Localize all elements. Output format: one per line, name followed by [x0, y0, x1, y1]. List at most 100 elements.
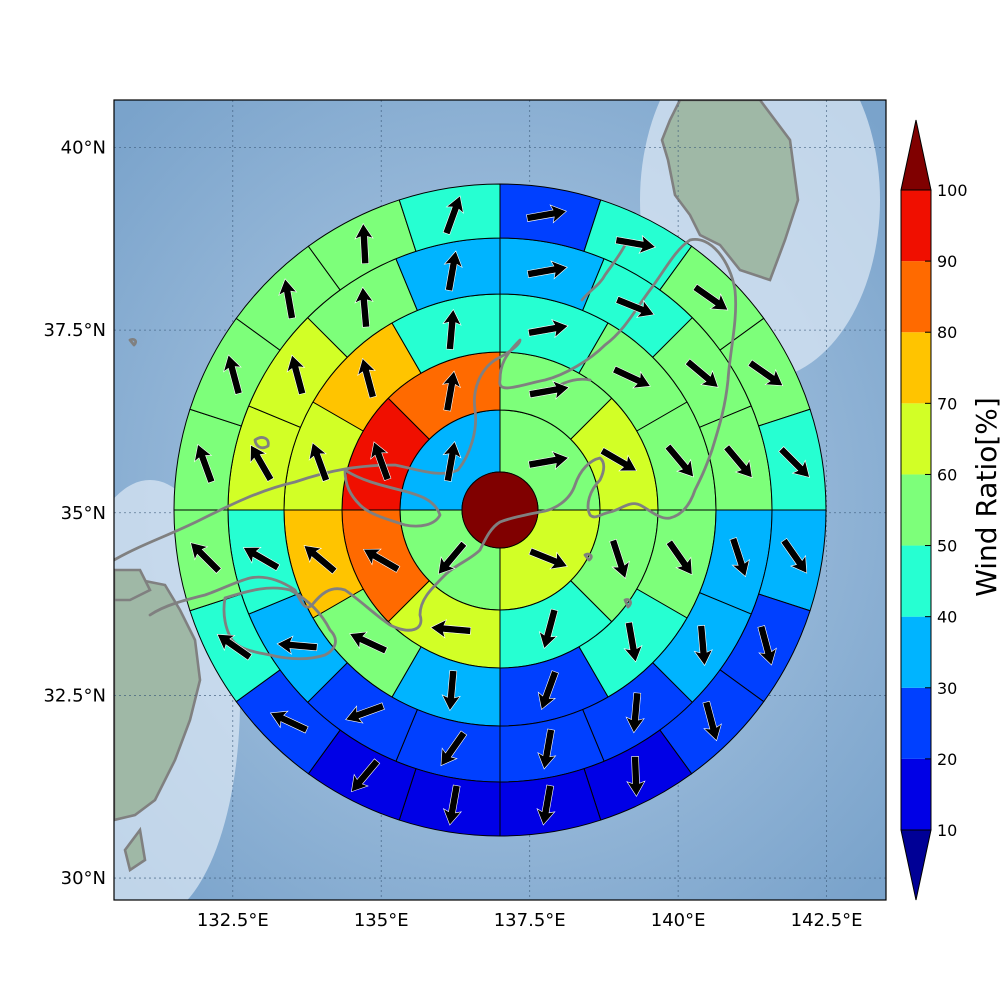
wind-arrow — [351, 758, 381, 793]
wind-arrow — [345, 702, 385, 724]
colorbar-over-extension — [900, 119, 932, 191]
landmass-shikoku-edge — [114, 568, 152, 602]
colorbar-under-extension — [900, 829, 932, 901]
colorbar-segment — [901, 758, 931, 830]
x-axis-ticks: 132.5°E 135°E 137.5°E 140°E 142.5°E — [197, 910, 863, 931]
wind-arrow — [538, 608, 559, 650]
wind-arrow — [357, 357, 377, 399]
wind-arrow — [437, 540, 468, 575]
center-cell — [461, 471, 539, 549]
wind-arrow — [528, 547, 568, 570]
sector-rings — [173, 183, 827, 837]
wind-arrow — [536, 784, 556, 826]
wind-arrow — [250, 444, 275, 482]
x-tick-label: 137.5°E — [494, 910, 566, 931]
y-tick-label: 32.5°N — [43, 685, 106, 706]
wind-arrow — [778, 446, 810, 478]
wind-arrow — [242, 546, 281, 572]
wind-arrow — [430, 619, 472, 639]
colorbar-label: Wind Ratio[%] — [970, 397, 1000, 597]
wind-arrow — [308, 442, 330, 482]
landmass-tohoku — [660, 100, 800, 282]
colorbar-tick-label: 60 — [937, 465, 957, 484]
wind-arrow — [723, 444, 753, 479]
wind-arrows — [190, 195, 810, 826]
wind-arrow — [278, 278, 298, 320]
wind-arrow — [526, 260, 568, 280]
colorbar-segment — [901, 545, 931, 617]
colorbar-tick-label: 10 — [937, 821, 957, 840]
x-tick-label: 132.5°E — [197, 910, 269, 931]
wind-arrow — [615, 295, 655, 318]
wind-arrow — [216, 633, 253, 661]
colorbar-frame — [900, 189, 932, 831]
map-panel — [114, 100, 886, 900]
wind-arrow — [615, 234, 657, 254]
wind-arrow — [354, 286, 374, 328]
wind-arrow — [303, 545, 338, 575]
wind-arrow — [269, 710, 309, 734]
wind-arrow — [729, 537, 750, 578]
wind-arrow — [440, 730, 468, 767]
wind-arrow — [684, 358, 719, 388]
wind-arrow — [692, 283, 729, 311]
wind-arrow — [626, 755, 646, 797]
wind-arrow — [442, 195, 464, 236]
colorbar-segment — [901, 403, 931, 475]
y-axis-ticks: 30°N 32.5°N 35°N 37.5°N 40°N — [43, 137, 106, 889]
wind-arrow — [747, 359, 784, 387]
wind-arrow — [442, 308, 462, 350]
colorbar-tick-label: 80 — [937, 323, 957, 342]
wind-arrow — [780, 537, 808, 574]
colorbar: 10 20 30 40 50 60 70 80 90 100 — [900, 119, 968, 901]
y-tick-label: 40°N — [61, 137, 106, 158]
wind-arrow — [354, 223, 374, 265]
wind-arrow — [612, 365, 651, 389]
x-tick-label: 140°E — [651, 910, 706, 931]
colorbar-tick-label: 20 — [937, 750, 957, 769]
landmass-kyushu — [114, 578, 202, 822]
x-tick-label: 135°E — [354, 910, 409, 931]
wind-arrow — [623, 621, 643, 663]
y-tick-label: 30°N — [61, 868, 106, 889]
colorbar-segment — [901, 332, 931, 404]
wind-arrow — [442, 440, 462, 482]
wind-arrow — [693, 625, 713, 667]
wind-arrow — [527, 319, 569, 339]
wind-arrow — [526, 204, 568, 224]
colorbar-tick-label: 50 — [937, 537, 957, 556]
y-tick-label: 37.5°N — [43, 320, 106, 341]
wind-arrow — [286, 354, 307, 396]
wind-arrow — [370, 441, 392, 482]
colorbar-tick-label: 100 — [937, 181, 968, 200]
wind-arrow — [528, 450, 570, 470]
colorbar-tick-label: 90 — [937, 252, 957, 271]
colorbar-tick-label: 30 — [937, 679, 957, 698]
wind-arrow — [528, 380, 570, 400]
wind-arrow — [757, 625, 777, 666]
wind-arrow — [537, 728, 557, 770]
colorbar-segment — [901, 261, 931, 333]
wind-arrow — [442, 784, 463, 826]
wind-arrow — [223, 354, 243, 395]
wind-arrow — [665, 539, 693, 576]
wind-arrow — [537, 670, 559, 710]
y-tick-label: 35°N — [61, 503, 106, 524]
wind-arrow — [194, 443, 216, 484]
wind-arrow — [441, 370, 461, 412]
colorbar-tick-label: 40 — [937, 608, 957, 627]
colorbar-segment — [901, 190, 931, 262]
islet — [123, 826, 147, 873]
colorbar-segment — [901, 687, 931, 759]
wind-arrow — [443, 250, 463, 292]
wind-arrow — [625, 692, 645, 734]
colorbar-tick-label: 70 — [937, 394, 957, 413]
wind-arrow — [362, 548, 401, 573]
wind-arrow — [441, 670, 461, 712]
wind-arrow — [664, 443, 694, 478]
wind-arrow — [609, 538, 630, 579]
map-frame — [113, 99, 887, 901]
x-tick-label: 142.5°E — [791, 910, 863, 931]
wind-arrow — [599, 447, 638, 472]
